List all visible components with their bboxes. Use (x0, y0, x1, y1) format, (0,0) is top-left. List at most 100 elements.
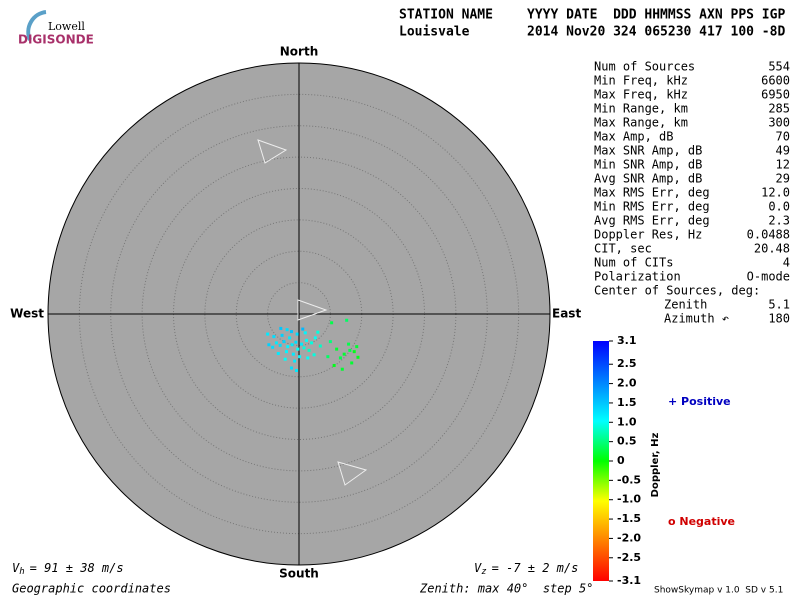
center-label: Zenith (664, 298, 707, 312)
source (316, 330, 320, 334)
arrow (337, 461, 368, 486)
vz: Vz = -7 ± 2 m/s (474, 561, 578, 577)
source (347, 342, 351, 346)
source (290, 343, 294, 347)
source (330, 321, 334, 325)
source (307, 348, 311, 352)
stat-label: CIT, sec (594, 242, 652, 256)
source (342, 352, 346, 356)
source (289, 366, 293, 370)
source (356, 355, 360, 359)
zenith-note: Zenith: max 40° step 5° (419, 582, 593, 596)
source (271, 345, 275, 349)
stat-value: 70 (776, 130, 790, 144)
source (300, 342, 304, 346)
source (293, 359, 297, 363)
arrow (297, 299, 328, 321)
colorbar-tick-label: -3.1 (617, 574, 641, 587)
stat-label: Max SNR Amp, dB (594, 144, 702, 158)
colorbar-tick-label: -1.0 (617, 493, 641, 506)
colorbar-tick-label: -2.0 (617, 531, 641, 544)
source (350, 361, 354, 365)
source (274, 341, 278, 345)
station: Louisvale (399, 25, 470, 40)
stat-value: 300 (768, 116, 790, 130)
stat-label: Doppler Res, Hz (594, 228, 702, 242)
colorbar-tick-label: 1.5 (617, 396, 637, 409)
stat-value: 285 (768, 102, 790, 116)
vz-sub: z (481, 567, 486, 577)
colorbar-tick-label: -0.5 (617, 473, 641, 486)
date: 2014 Nov20 324 065230 417 100 -8D (527, 25, 785, 40)
arrow (257, 139, 288, 164)
stat-label: Min SNR Amp, dB (594, 158, 702, 172)
stat-value: O-mode (747, 270, 790, 284)
vh-symbol: V (12, 561, 20, 575)
colorbar-tick-label: 3.1 (617, 334, 637, 347)
positive-legend: + Positive (668, 395, 731, 408)
date-label: YYYY DATE DDD HHMMSS AXN PPS IGP (527, 8, 785, 23)
east-label: East (552, 307, 581, 321)
source (288, 336, 292, 340)
stat-label: Min Freq, kHz (594, 74, 688, 88)
source (335, 347, 339, 351)
source (284, 350, 288, 354)
source (340, 367, 344, 371)
stat-value: 554 (768, 60, 790, 74)
source (295, 332, 299, 336)
stat-value: 12 (776, 158, 790, 172)
source (294, 368, 298, 372)
source (313, 336, 317, 340)
stat-label: Max RMS Err, deg (594, 186, 710, 200)
vh-value: = 91 ± 38 m/s (30, 561, 124, 575)
stat-label: Max Amp, dB (594, 130, 673, 144)
colorbar-label: Doppler, Hz (650, 433, 661, 498)
center-title: Center of Sources, deg: (594, 284, 760, 298)
source (294, 340, 298, 344)
vh-sub: h (19, 567, 24, 577)
colorbar-tick-label: 2.0 (617, 377, 637, 390)
stat-value: 2.3 (768, 214, 790, 228)
station-label: STATION NAME (399, 8, 493, 23)
colorbar-tick-label: 0.5 (617, 435, 637, 448)
stat-value: 6600 (761, 74, 790, 88)
source (332, 363, 336, 367)
stat-value: 12.0 (761, 186, 790, 200)
source (282, 340, 286, 344)
source (301, 327, 305, 331)
source (303, 331, 307, 335)
source (296, 347, 300, 351)
stat-label: Polarization (594, 270, 681, 284)
source (312, 353, 316, 357)
source (272, 335, 276, 339)
source (318, 344, 322, 348)
stat-value: 49 (776, 144, 790, 158)
source (345, 318, 349, 322)
source (266, 332, 270, 336)
source (285, 328, 289, 332)
coords-note: Geographic coordinates (12, 582, 171, 596)
colorbar-tick-label: -1.5 (617, 512, 641, 525)
logo-swoosh (26, 10, 47, 41)
source (338, 356, 342, 360)
colorbar-tick-label: 1.0 (617, 415, 637, 428)
source (279, 326, 283, 330)
stat-label: Min RMS Err, deg (594, 200, 710, 214)
stat-label: Num of CITs (594, 256, 673, 270)
stat-value: 20.48 (754, 242, 790, 256)
source (328, 340, 332, 344)
negative-legend: o Negative (668, 515, 735, 528)
vz-value: = -7 ± 2 m/s (492, 561, 579, 575)
source (280, 333, 284, 337)
stat-label: Avg SNR Amp, dB (594, 172, 702, 186)
source (355, 345, 359, 349)
colorbar (593, 341, 609, 581)
north-label: North (280, 45, 318, 59)
source (278, 343, 282, 347)
source (291, 352, 295, 356)
source (283, 357, 287, 361)
stat-value: 0.0 (768, 200, 790, 214)
colorbar-tick-label: 2.5 (617, 357, 637, 370)
